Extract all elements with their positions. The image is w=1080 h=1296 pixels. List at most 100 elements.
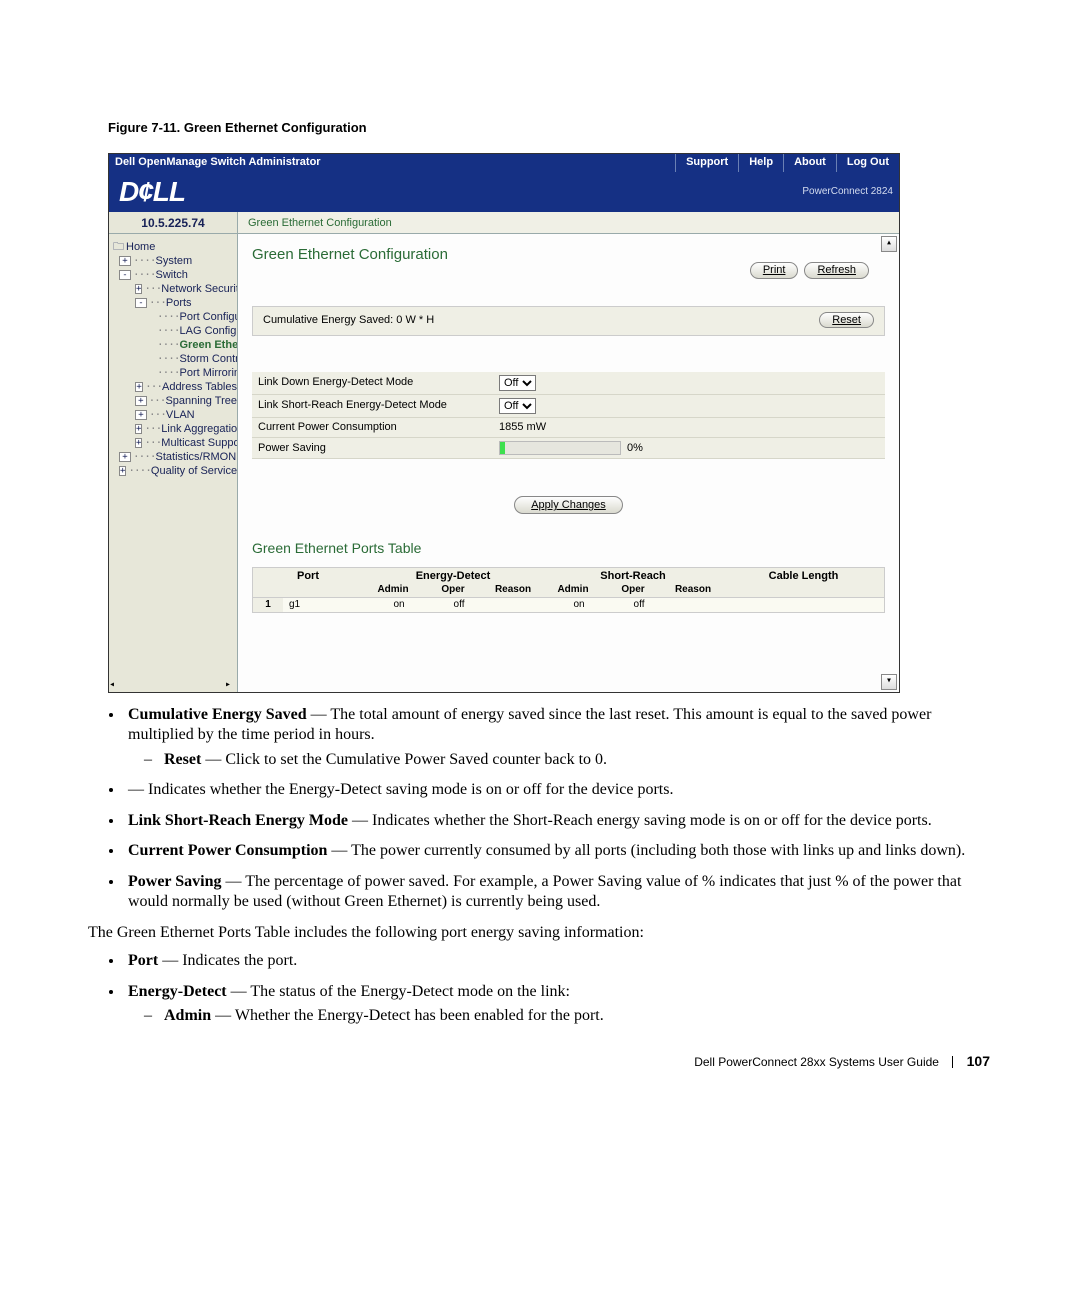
reset-button[interactable]: Reset: [819, 312, 874, 328]
ports-header: Port Energy-Detect Short-Reach Cable Len…: [253, 568, 884, 583]
row-short-reach: Link Short-Reach Energy-Detect Mode Off: [252, 395, 885, 418]
sr-admin-head: Admin: [543, 583, 603, 597]
nav-stats[interactable]: Statistics/RMON: [156, 450, 237, 464]
content-row: 🗀Home +···· System -···· Switch +··· Net…: [109, 234, 899, 692]
ip-cell: 10.5.225.74: [109, 212, 238, 234]
power-saving-value: 0%: [627, 442, 643, 455]
nav-pane: 🗀Home +···· System -···· Switch +··· Net…: [109, 234, 238, 692]
screenshot-container: Dell OpenManage Switch Administrator Sup…: [108, 153, 900, 693]
nav-linkagg[interactable]: Link Aggregation: [161, 422, 238, 436]
row-power-label: Current Power Consumption: [252, 418, 493, 438]
sr-oper-head: Oper: [603, 583, 663, 597]
power-value: 1855 mW: [493, 418, 885, 438]
ports-row: 1 g1 on off on off: [253, 597, 884, 612]
scroll-up-icon[interactable]: ▴: [881, 236, 897, 252]
row-link-down-label: Link Down Energy-Detect Mode: [252, 372, 493, 395]
row-sr-admin: on: [549, 598, 609, 612]
nav-multicast[interactable]: Multicast Suppo: [161, 436, 238, 450]
nav-home[interactable]: Home: [126, 240, 155, 254]
bullet-linkdown: — Indicates whether the Energy-Detect sa…: [124, 780, 1000, 800]
expand-icon[interactable]: +: [119, 256, 131, 266]
ports-subheader: Admin Oper Reason Admin Oper Reason: [253, 583, 884, 597]
footer-divider: [952, 1056, 953, 1068]
expand-icon[interactable]: +: [135, 410, 147, 420]
nav-mirror[interactable]: Port Mirroring: [180, 366, 239, 380]
nav-storm[interactable]: Storm Contro: [180, 352, 239, 366]
scroll-down-icon[interactable]: ▾: [881, 674, 897, 690]
row-saving-label: Power Saving: [252, 438, 493, 459]
model-label: PowerConnect 2824: [802, 186, 899, 198]
nav-qos[interactable]: Quality of Service: [151, 464, 237, 478]
expand-icon[interactable]: +: [135, 396, 147, 406]
cumulative-bar: Cumulative Energy Saved: 0 W * H Reset: [252, 306, 885, 336]
ports-title: Green Ethernet Ports Table: [252, 540, 885, 557]
ed-admin-head: Admin: [363, 583, 423, 597]
expand-icon[interactable]: +: [135, 284, 142, 294]
home-icon: 🗀: [113, 240, 124, 254]
sr-reason-head: Reason: [663, 583, 723, 597]
footer-page: 107: [967, 1053, 990, 1069]
nav-system[interactable]: System: [156, 254, 193, 268]
bullet-cumulative: Cumulative Energy Saved — The total amou…: [124, 705, 1000, 770]
toplink-about[interactable]: About: [783, 154, 836, 172]
nav-lagcfg[interactable]: LAG Configu: [180, 324, 239, 338]
toplink-logout[interactable]: Log Out: [836, 154, 899, 172]
bullet-energy-detect: Energy-Detect — The status of the Energy…: [124, 982, 1000, 1027]
col-cable: Cable Length: [723, 568, 884, 583]
expand-icon[interactable]: +: [135, 424, 142, 434]
cumulative-label: Cumulative Energy Saved: 0 W * H: [263, 314, 434, 327]
nav-ports[interactable]: Ports: [166, 296, 192, 310]
print-button[interactable]: Print: [750, 262, 799, 279]
expand-icon[interactable]: +: [135, 382, 143, 392]
action-buttons: Print Refresh: [750, 262, 869, 279]
app-title: Dell OpenManage Switch Administrator: [109, 156, 675, 169]
bullet-port: Port — Indicates the port.: [124, 951, 1000, 971]
power-saving-bar: [499, 441, 621, 455]
logo-row: D¢LL PowerConnect 2824: [109, 172, 899, 212]
row-ed-oper: off: [429, 598, 489, 612]
page-footer: Dell PowerConnect 28xx Systems User Guid…: [80, 1053, 1000, 1069]
ed-reason-head: Reason: [483, 583, 543, 597]
nav-tree: 🗀Home +···· System -···· Switch +··· Net…: [109, 240, 237, 478]
expand-icon[interactable]: +: [135, 438, 142, 448]
row-sr-oper: off: [609, 598, 669, 612]
main-inner: Green Ethernet Configuration Print Refre…: [238, 234, 899, 613]
toplink-help[interactable]: Help: [738, 154, 783, 172]
bullet-admin: Admin — Whether the Energy-Detect has be…: [164, 1006, 1000, 1026]
row-idx: 1: [253, 598, 283, 612]
collapse-icon[interactable]: -: [135, 298, 147, 308]
expand-icon[interactable]: +: [119, 466, 126, 476]
short-reach-select[interactable]: Off: [499, 398, 536, 414]
link-down-select[interactable]: Off: [499, 375, 536, 391]
expand-icon[interactable]: +: [119, 452, 131, 462]
nav-netsec[interactable]: Network Securit: [161, 282, 238, 296]
figure-caption: Figure 7-11. Green Ethernet Configuratio…: [108, 120, 1000, 135]
col-energy: Energy-Detect: [363, 568, 543, 583]
ed-oper-head: Oper: [423, 583, 483, 597]
nav-addr[interactable]: Address Tables: [162, 380, 237, 394]
toplink-support[interactable]: Support: [675, 154, 738, 172]
col-port: Port: [253, 568, 363, 583]
ports-intro: The Green Ethernet Ports Table includes …: [88, 923, 1000, 943]
nav-span[interactable]: Spanning Tree: [165, 394, 237, 408]
main-pane: ▴ ▾ Green Ethernet Configuration Print R…: [238, 234, 899, 692]
bullet-reset: Reset — Click to set the Cumulative Powe…: [164, 750, 1000, 770]
bullet-power-consumption: Current Power Consumption — The power cu…: [124, 841, 1000, 861]
row-ed-admin: on: [369, 598, 429, 612]
ports-table: Port Energy-Detect Short-Reach Cable Len…: [252, 567, 885, 613]
nav-portcfg[interactable]: Port Configur: [180, 310, 239, 324]
body-text: Cumulative Energy Saved — The total amou…: [80, 705, 1000, 1027]
scroll-right-icon[interactable]: ▸: [225, 680, 237, 692]
scroll-left-icon[interactable]: ◂: [109, 680, 121, 692]
row-link-down: Link Down Energy-Detect Mode Off: [252, 372, 885, 395]
nav-greenether[interactable]: Green Ether: [180, 338, 239, 352]
refresh-button[interactable]: Refresh: [804, 262, 869, 279]
row-ed-reason: [489, 598, 549, 612]
row-port: g1: [283, 598, 369, 612]
bullet-power-saving: Power Saving — The percentage of power s…: [124, 872, 1000, 913]
apply-button[interactable]: Apply Changes: [514, 496, 623, 514]
collapse-icon[interactable]: -: [119, 270, 131, 280]
nav-switch[interactable]: Switch: [156, 268, 188, 282]
nav-vlan[interactable]: VLAN: [166, 408, 195, 422]
footer-guide: Dell PowerConnect 28xx Systems User Guid…: [694, 1055, 939, 1069]
